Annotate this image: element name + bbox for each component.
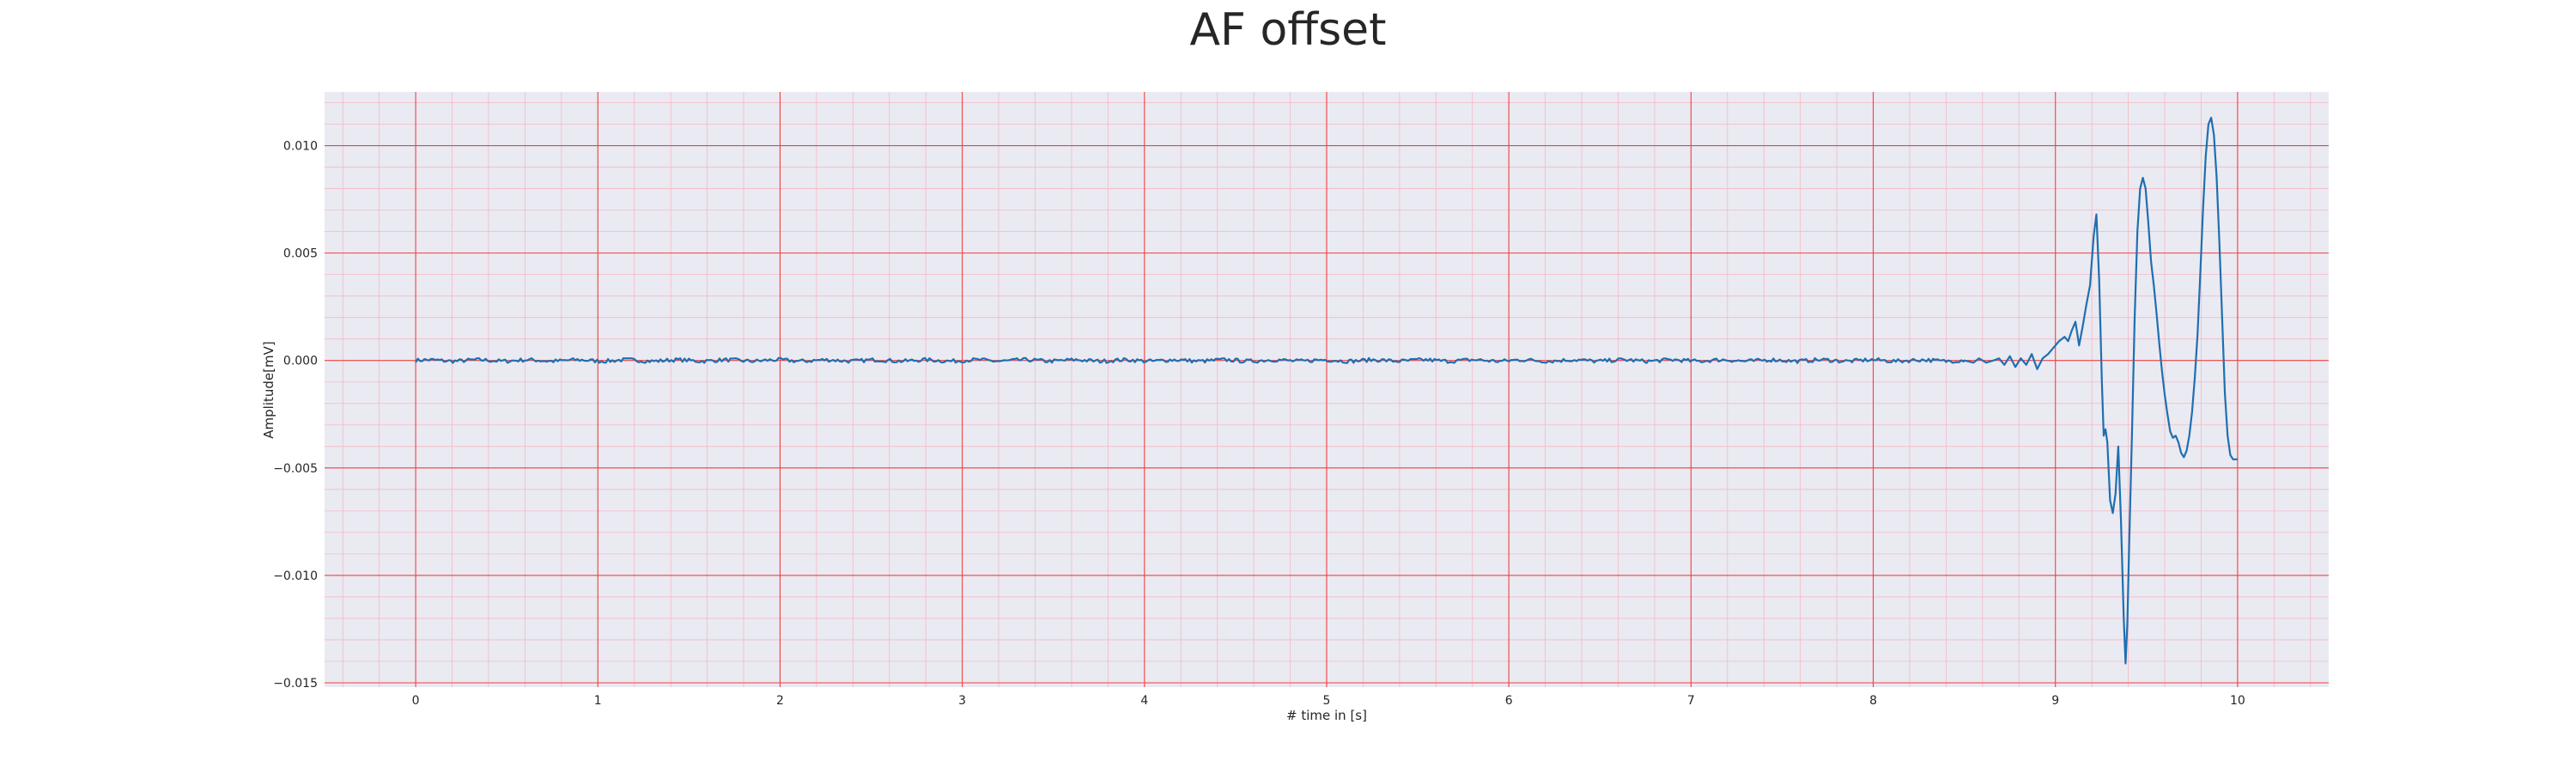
x-tick-label-3: 3 (958, 694, 966, 708)
y-tick-labels: −0.015 −0.010 −0.005 0.000 0.005 0.010 (273, 140, 318, 691)
y-axis-label: Amplitude[mV] (261, 341, 276, 438)
x-tick-label-0: 0 (412, 694, 420, 708)
x-axis-label: # time in [s] (1286, 708, 1367, 723)
x-tick-label-9: 9 (2051, 694, 2059, 708)
x-tick-label-2: 2 (776, 694, 784, 708)
x-tick-label-7: 7 (1687, 694, 1695, 708)
y-tick-label-0: −0.015 (273, 677, 318, 691)
x-tick-label-5: 5 (1323, 694, 1331, 708)
x-tick-label-4: 4 (1140, 694, 1148, 708)
y-tick-label-1: −0.010 (273, 569, 318, 583)
y-tick-label-3: 0.000 (283, 355, 318, 368)
y-tick-label-2: −0.005 (273, 462, 318, 476)
chart-title: AF offset (1189, 4, 1386, 56)
x-tick-label-1: 1 (594, 694, 602, 708)
series-layer (415, 116, 2238, 665)
y-tick-label-4: 0.005 (283, 247, 318, 261)
x-tick-label-6: 6 (1505, 694, 1513, 708)
y-tick-label-5: 0.010 (283, 140, 318, 154)
x-tick-label-8: 8 (1869, 694, 1877, 708)
x-tick-labels: 0 1 2 3 4 5 6 7 8 9 10 (412, 694, 2245, 708)
x-tick-label-10: 10 (2230, 694, 2245, 708)
series-line (415, 116, 2238, 665)
